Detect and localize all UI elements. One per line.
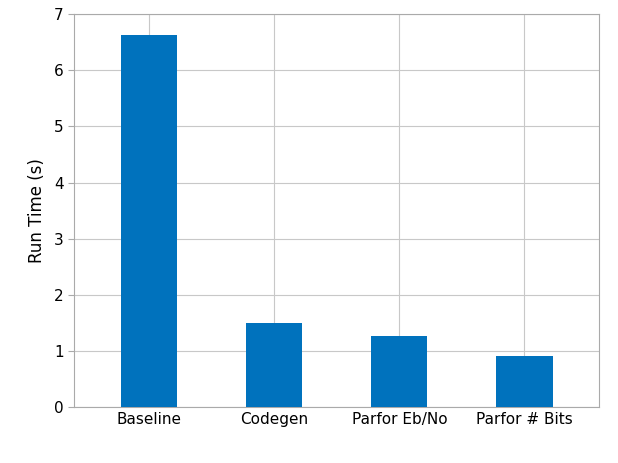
Bar bbox=[121, 35, 177, 407]
Bar bbox=[246, 323, 302, 407]
Bar bbox=[371, 336, 428, 407]
Y-axis label: Run Time (s): Run Time (s) bbox=[28, 158, 46, 263]
Bar bbox=[496, 357, 552, 407]
